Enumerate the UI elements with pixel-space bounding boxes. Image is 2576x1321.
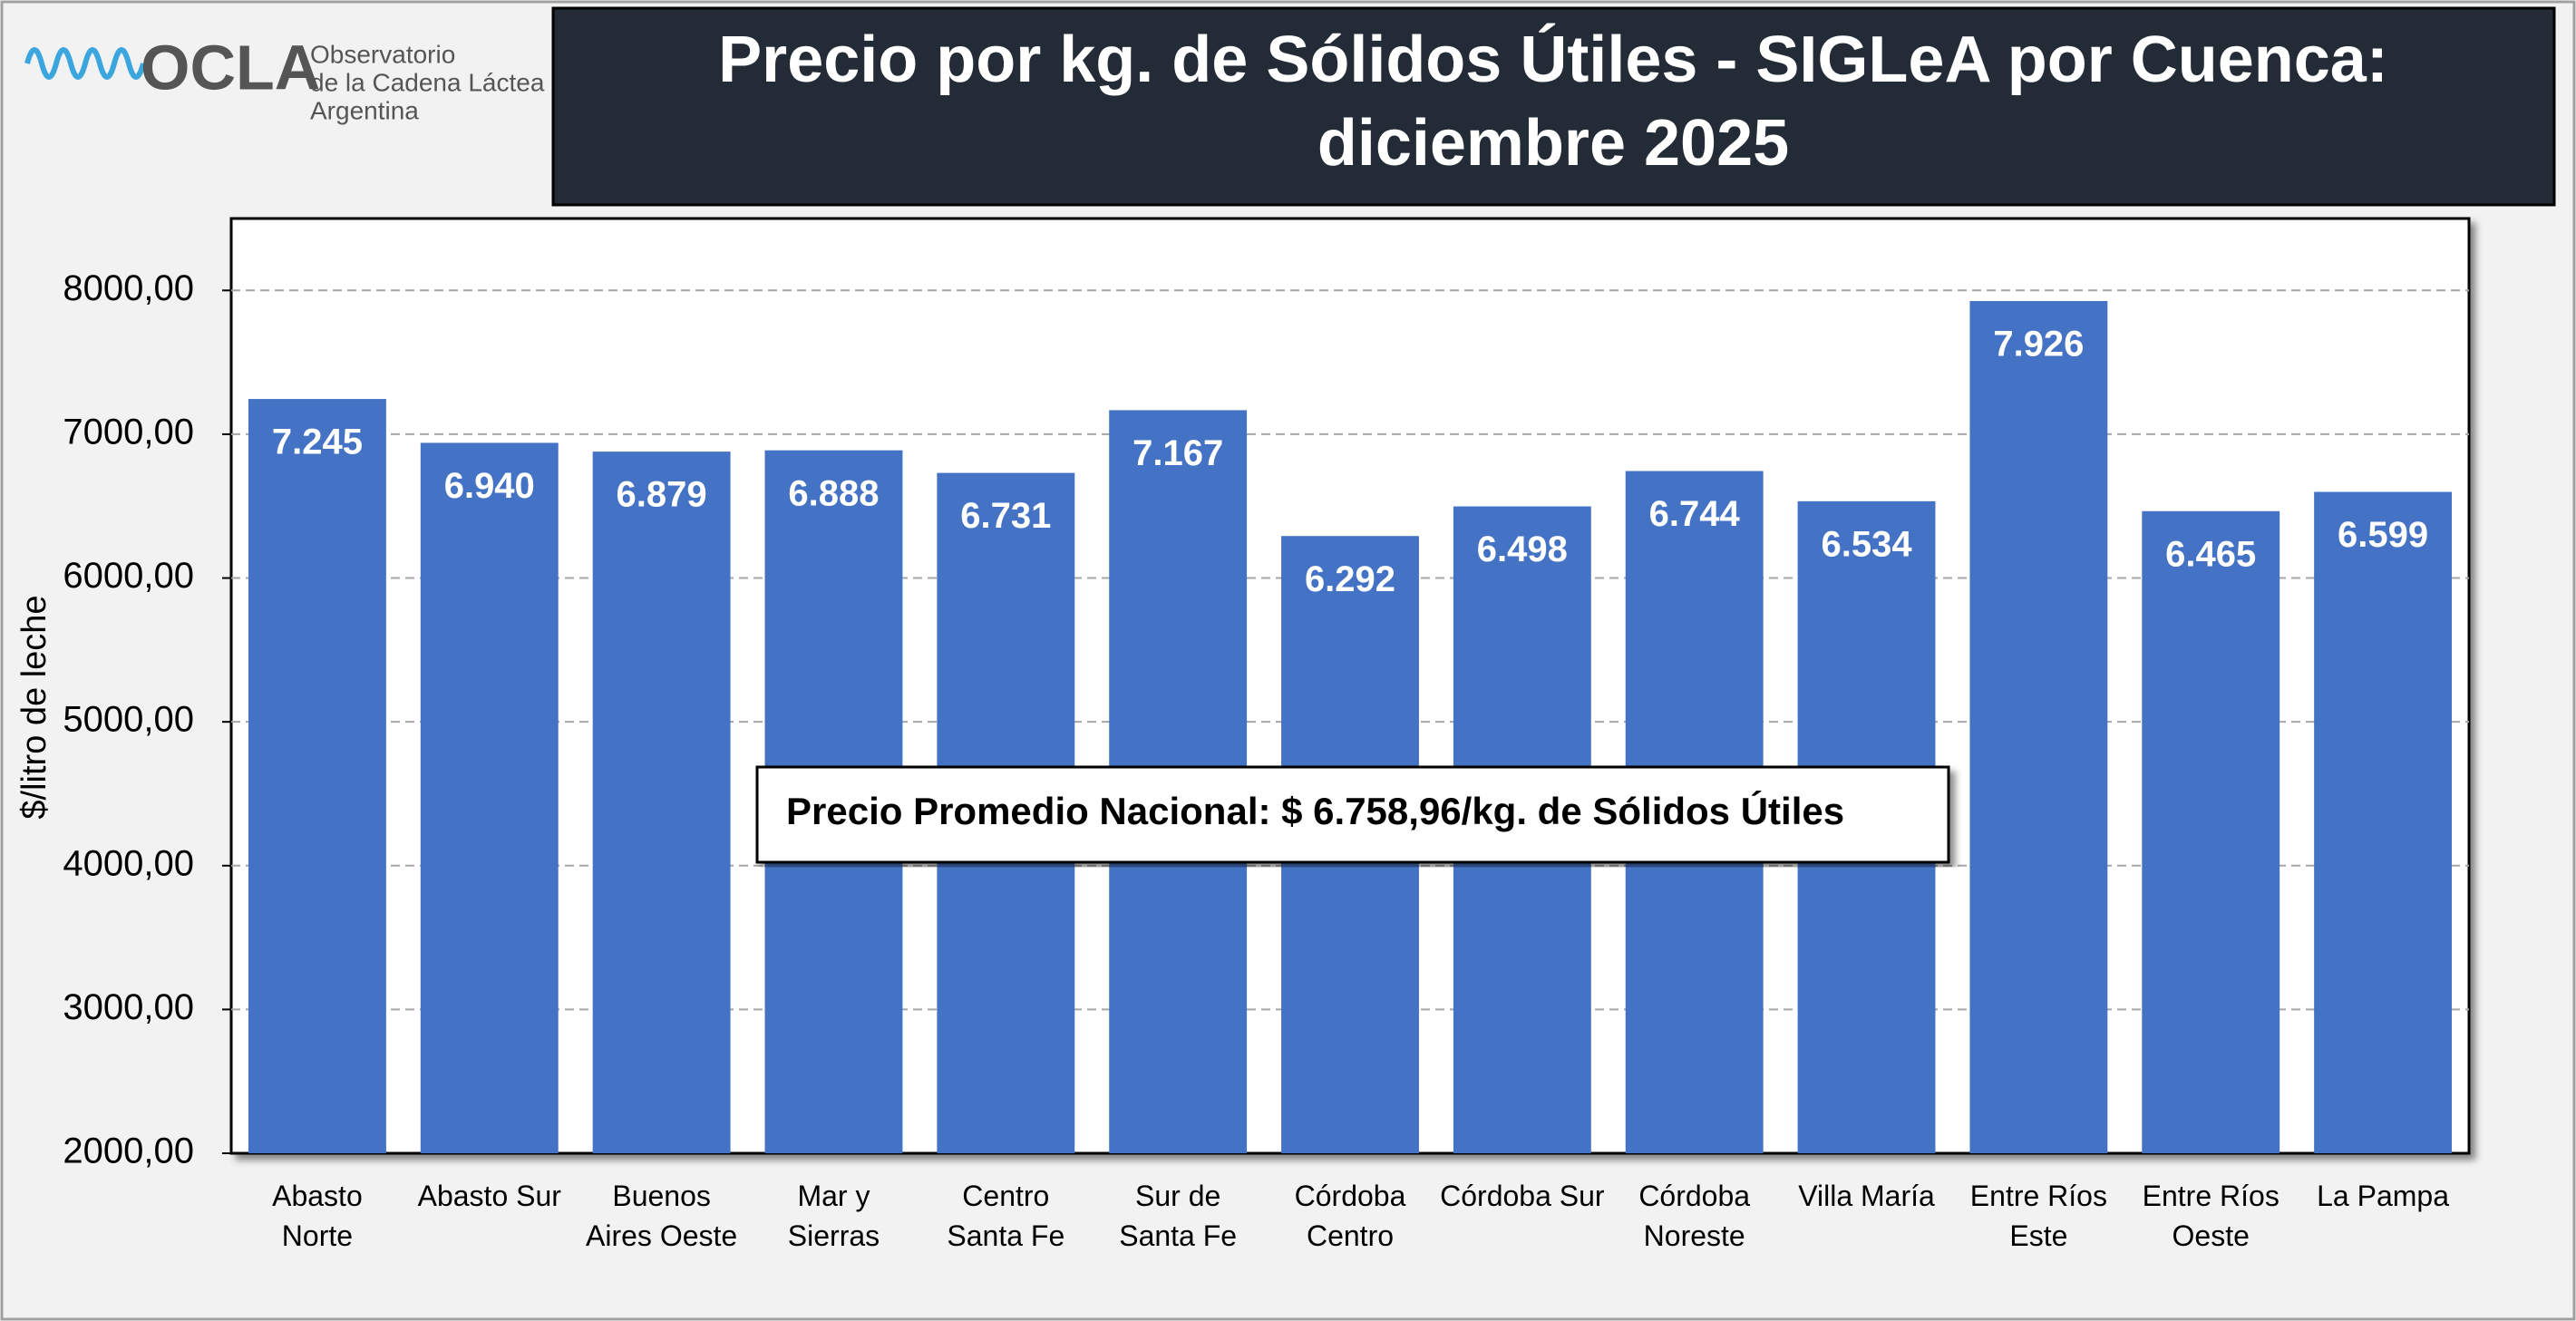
y-axis-label: $/litro de leche [15, 595, 53, 819]
value-label: 6.731 [960, 496, 1051, 536]
x-tick-label: Centro Santa Fe [947, 1180, 1064, 1252]
bar [248, 399, 386, 1153]
value-label: 6.744 [1649, 494, 1741, 534]
logo-text: Argentina [310, 96, 419, 124]
bar [1969, 301, 2108, 1153]
x-tick-label: Mar y Sierras [788, 1180, 880, 1252]
annotation: Precio Promedio Nacional: $ 6.758,96/kg.… [786, 789, 1844, 832]
x-tick-label: La Pampa [2317, 1180, 2449, 1212]
value-label: 7.926 [1993, 325, 2084, 364]
x-tick-label: Abasto Sur [418, 1180, 562, 1212]
value-label: 6.534 [1821, 524, 1912, 564]
value-label: 6.292 [1305, 559, 1395, 599]
y-tick-label: 5000,00 [63, 700, 194, 740]
value-label: 6.498 [1477, 529, 1568, 569]
y-tick-label: 4000,00 [63, 843, 194, 883]
value-label: 6.465 [2165, 534, 2256, 574]
value-label: 6.888 [788, 473, 879, 513]
logo-wave [24, 47, 146, 80]
bar [420, 442, 559, 1153]
bar [592, 452, 731, 1153]
value-label: 7.245 [272, 423, 363, 462]
y-tick-label: 7000,00 [63, 412, 194, 452]
x-tick-label: Entre Ríos Este [1970, 1180, 2107, 1252]
value-label: 6.599 [2338, 515, 2428, 555]
bar [2142, 510, 2280, 1153]
y-tick-label: 8000,00 [63, 268, 194, 308]
value-label: 6.940 [444, 466, 535, 506]
title-box [551, 6, 2556, 207]
x-tick-label: Entre Ríos Oeste [2143, 1180, 2280, 1252]
y-tick-label: 3000,00 [63, 987, 194, 1027]
x-tick-label: Sur de Santa Fe [1119, 1180, 1237, 1252]
y-tick-label: 6000,00 [63, 556, 194, 596]
logo-name: OCLA [141, 32, 320, 102]
x-tick-label: Villa María [1798, 1180, 1935, 1212]
bar [2314, 491, 2453, 1153]
logo: OCLA Observatorio de la Cadena Láctea Ar… [24, 32, 545, 124]
logo-text: Observatorio [310, 40, 455, 68]
x-tick-label: Abasto Norte [272, 1180, 363, 1252]
y-tick-label: 2000,00 [63, 1132, 194, 1171]
x-tick-label: Buenos Aires Oeste [586, 1180, 737, 1252]
x-tick-label: Córdoba Sur [1440, 1180, 1605, 1212]
value-label: 6.879 [617, 475, 707, 515]
logo-text: de la Cadena Láctea [310, 68, 545, 96]
value-label: 7.167 [1132, 433, 1223, 473]
annotation-box [755, 765, 1950, 864]
x-tick-label: Córdoba Centro [1295, 1180, 1406, 1252]
chart-title: Precio por kg. de Sólidos Útiles - SIGLe… [718, 23, 2388, 180]
x-tick-label: Córdoba Noreste [1638, 1180, 1750, 1252]
